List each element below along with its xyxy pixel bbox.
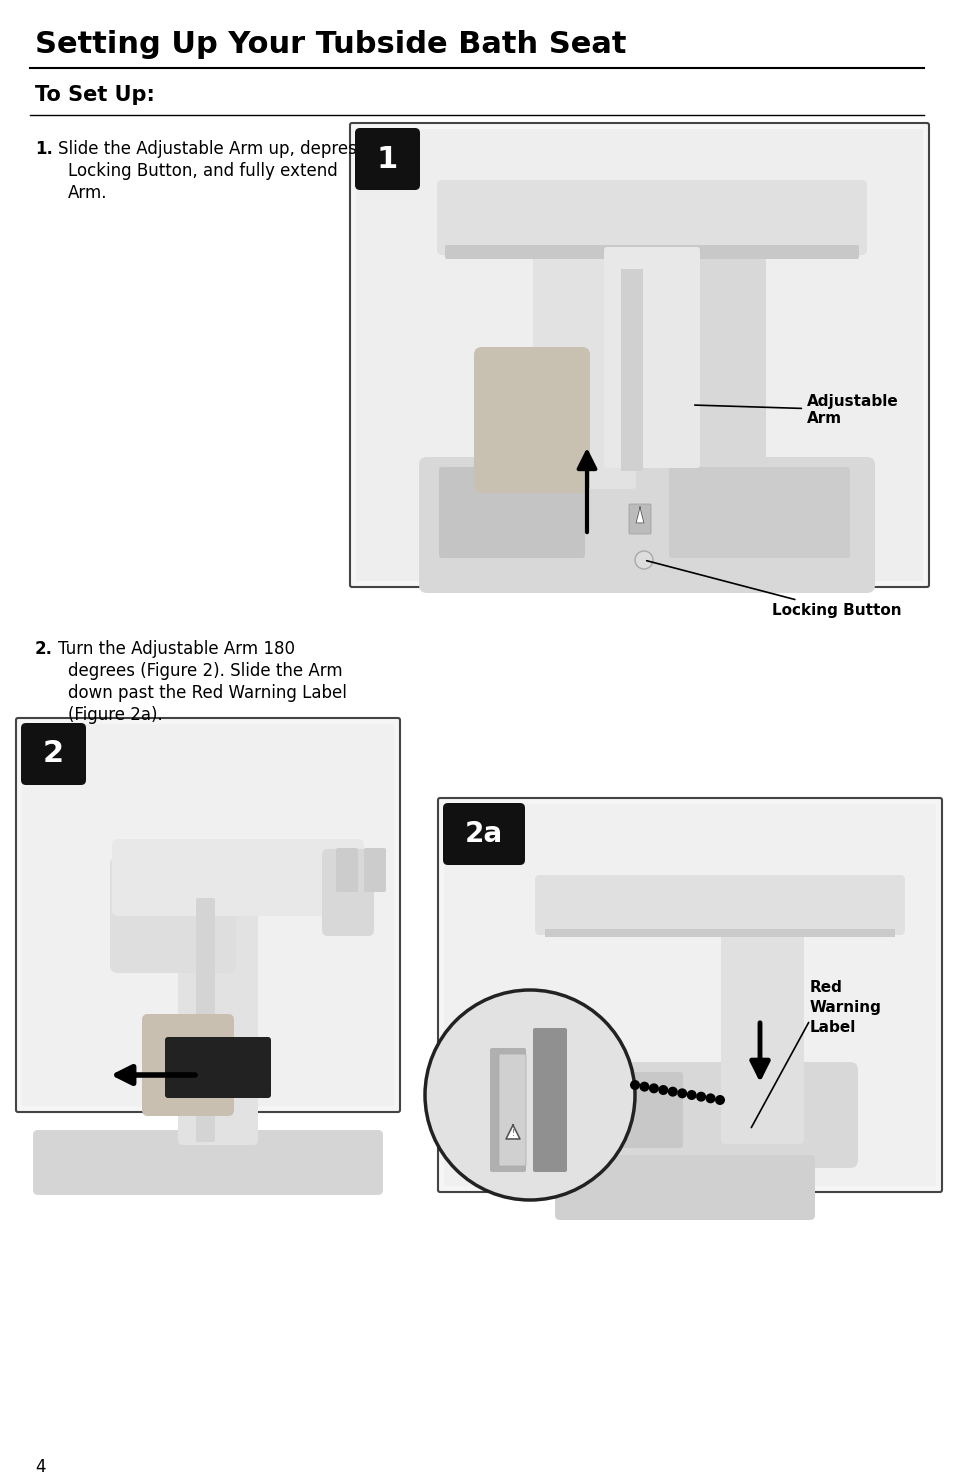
FancyBboxPatch shape	[350, 122, 928, 587]
Circle shape	[677, 1089, 686, 1099]
FancyBboxPatch shape	[503, 361, 532, 428]
FancyBboxPatch shape	[537, 1072, 682, 1148]
FancyBboxPatch shape	[628, 504, 650, 534]
Circle shape	[667, 1087, 677, 1097]
FancyBboxPatch shape	[667, 246, 765, 490]
FancyBboxPatch shape	[478, 367, 506, 428]
Text: 2a: 2a	[464, 820, 502, 848]
Text: Red
Warning
Label: Red Warning Label	[809, 979, 881, 1034]
FancyBboxPatch shape	[555, 1155, 814, 1220]
FancyBboxPatch shape	[436, 180, 866, 255]
FancyBboxPatch shape	[529, 367, 557, 428]
FancyBboxPatch shape	[142, 1013, 233, 1117]
Text: degrees (Figure 2). Slide the Arm: degrees (Figure 2). Slide the Arm	[68, 662, 342, 680]
FancyBboxPatch shape	[498, 1055, 525, 1167]
Bar	[355, 128, 923, 581]
Text: !: !	[511, 1128, 514, 1137]
Circle shape	[648, 1083, 659, 1093]
Text: 2.: 2.	[35, 640, 53, 658]
FancyBboxPatch shape	[620, 268, 642, 471]
Bar	[22, 724, 394, 1106]
FancyBboxPatch shape	[444, 245, 858, 260]
FancyBboxPatch shape	[110, 857, 235, 974]
Polygon shape	[505, 1125, 519, 1139]
Circle shape	[629, 1080, 639, 1090]
Bar	[443, 804, 935, 1186]
Text: 1.: 1.	[35, 140, 52, 158]
Text: To Set Up:: To Set Up:	[35, 86, 154, 105]
FancyBboxPatch shape	[165, 1037, 271, 1097]
Text: Arm.: Arm.	[68, 184, 108, 202]
FancyBboxPatch shape	[474, 347, 589, 493]
Polygon shape	[636, 507, 643, 524]
FancyBboxPatch shape	[178, 885, 257, 1145]
Circle shape	[705, 1093, 715, 1103]
Text: 1: 1	[376, 145, 397, 174]
Circle shape	[424, 990, 635, 1201]
Text: 2: 2	[43, 739, 64, 768]
Text: 4: 4	[35, 1457, 46, 1475]
Text: Adjustable
Arm: Adjustable Arm	[694, 394, 898, 426]
FancyBboxPatch shape	[533, 1028, 566, 1173]
Circle shape	[686, 1090, 696, 1100]
FancyBboxPatch shape	[16, 718, 399, 1112]
FancyBboxPatch shape	[603, 246, 700, 468]
Text: Locking Button: Locking Button	[646, 560, 901, 618]
Text: Setting Up Your Tubside Bath Seat: Setting Up Your Tubside Bath Seat	[35, 30, 626, 59]
Bar	[544, 929, 894, 937]
FancyBboxPatch shape	[335, 848, 357, 892]
FancyBboxPatch shape	[535, 875, 904, 935]
Circle shape	[658, 1086, 668, 1094]
FancyBboxPatch shape	[112, 839, 364, 916]
FancyBboxPatch shape	[437, 798, 941, 1192]
FancyBboxPatch shape	[322, 850, 374, 937]
FancyBboxPatch shape	[355, 128, 419, 190]
Text: (Figure 2a).: (Figure 2a).	[68, 707, 163, 724]
FancyBboxPatch shape	[668, 468, 849, 558]
FancyBboxPatch shape	[551, 372, 577, 428]
FancyBboxPatch shape	[195, 898, 214, 1142]
Circle shape	[714, 1094, 724, 1105]
Circle shape	[639, 1081, 649, 1092]
FancyBboxPatch shape	[33, 1130, 382, 1195]
Circle shape	[696, 1092, 705, 1102]
FancyBboxPatch shape	[521, 1062, 857, 1168]
FancyBboxPatch shape	[21, 723, 86, 785]
Text: Locking Button, and fully extend: Locking Button, and fully extend	[68, 162, 337, 180]
Text: down past the Red Warning Label: down past the Red Warning Label	[68, 684, 347, 702]
FancyBboxPatch shape	[533, 246, 636, 490]
FancyBboxPatch shape	[442, 802, 524, 864]
FancyBboxPatch shape	[720, 931, 803, 1145]
Text: Turn the Adjustable Arm 180: Turn the Adjustable Arm 180	[58, 640, 294, 658]
FancyBboxPatch shape	[418, 457, 874, 593]
FancyBboxPatch shape	[438, 468, 584, 558]
FancyBboxPatch shape	[364, 848, 386, 892]
Circle shape	[635, 552, 652, 569]
FancyBboxPatch shape	[490, 1049, 525, 1173]
Text: Slide the Adjustable Arm up, depress: Slide the Adjustable Arm up, depress	[58, 140, 365, 158]
